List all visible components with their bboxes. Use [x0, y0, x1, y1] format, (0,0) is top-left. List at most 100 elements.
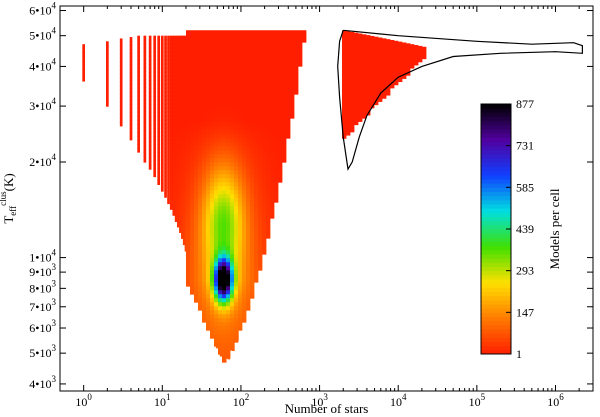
density-column-cell [143, 39, 147, 45]
density-cell [233, 142, 239, 147]
density-cell [221, 210, 227, 215]
density-cell [253, 170, 259, 175]
density-cell [225, 310, 231, 315]
density-cell [225, 110, 231, 115]
density-cell [245, 274, 251, 279]
density-cell [269, 150, 275, 155]
density-cell [229, 162, 235, 167]
density-column-cell [137, 35, 140, 41]
density-cell [193, 146, 199, 151]
density-cell [209, 206, 215, 211]
density-cell [221, 102, 227, 107]
density-cell [229, 274, 235, 279]
density-cell [213, 322, 219, 327]
density-cell [193, 82, 199, 87]
density-cell [197, 142, 203, 147]
density-cell [229, 214, 235, 219]
density-cell [201, 170, 207, 175]
density-cell [289, 50, 295, 55]
density-cell [373, 56, 379, 62]
density-column-cell [177, 39, 180, 45]
density-column-cell [137, 127, 140, 133]
density-cell [265, 230, 271, 235]
density-cell [365, 71, 371, 76]
colorbar-swatch [481, 287, 511, 292]
density-cell [261, 234, 267, 239]
density-column-cell [160, 83, 164, 89]
density-cell [201, 238, 207, 243]
density-cell [249, 178, 255, 183]
density-cell [193, 238, 199, 243]
density-column-cell [160, 63, 164, 69]
density-cell [189, 230, 195, 235]
density-cell [209, 274, 215, 279]
density-cell [225, 66, 231, 71]
density-cell [229, 302, 235, 307]
density-cell [241, 154, 247, 159]
density-column-cell [167, 95, 170, 101]
density-cell [193, 142, 199, 147]
colorbar-swatch [481, 349, 511, 355]
density-column-cell [169, 59, 173, 65]
density-cell [221, 302, 227, 307]
density-cell [225, 182, 231, 187]
density-cell [201, 198, 207, 203]
density-cell [185, 202, 191, 207]
density-cell [293, 54, 299, 59]
density-column-cell [164, 168, 167, 174]
colorbar-swatch [481, 329, 511, 334]
density-column-cell [157, 168, 161, 173]
density-cell [229, 94, 235, 99]
density-cell [349, 123, 355, 129]
density-cell [229, 334, 235, 339]
density-cell [265, 94, 271, 99]
density-column-cell [169, 116, 173, 122]
density-cell [225, 290, 231, 295]
density-cell [273, 62, 279, 67]
density-cell [233, 314, 239, 319]
density-cell [205, 182, 211, 187]
density-cell [209, 102, 215, 107]
colorbar-swatch [481, 341, 511, 347]
density-cell [237, 274, 243, 279]
density-cell [189, 194, 195, 199]
density-column-cell [137, 67, 140, 73]
density-column-cell [82, 56, 86, 62]
density-cell [193, 114, 199, 119]
density-cell [189, 274, 195, 279]
density-cell [209, 42, 215, 47]
density-column-cell [137, 123, 140, 129]
density-column-cell [172, 115, 176, 121]
density-cell [285, 58, 291, 63]
density-column-cell [182, 220, 186, 225]
density-cell [389, 55, 395, 61]
density-cell [233, 74, 239, 79]
density-column-cell [169, 88, 173, 93]
density-cell [209, 258, 215, 263]
density-cell [213, 102, 219, 107]
density-cell [217, 238, 223, 243]
density-cell [249, 158, 255, 163]
density-cell [185, 34, 191, 39]
density-cell [261, 70, 267, 75]
density-cell [273, 90, 279, 95]
density-cell [225, 126, 231, 131]
density-cell [245, 162, 251, 167]
density-column-cell [167, 195, 170, 201]
density-column-cell [177, 79, 180, 85]
density-cell [213, 298, 219, 303]
density-cell [237, 282, 243, 287]
density-column-cell [172, 175, 176, 180]
density-column-cell [172, 79, 176, 85]
density-column-cell [160, 159, 164, 164]
density-cell [185, 126, 191, 131]
density-column-cell [153, 79, 157, 85]
density-cell [213, 178, 219, 183]
density-cell [289, 38, 295, 43]
density-cell [257, 266, 263, 271]
density-cell [265, 66, 271, 71]
density-cell [209, 242, 215, 247]
density-column-cell [164, 185, 167, 190]
density-column-cell [174, 132, 178, 138]
